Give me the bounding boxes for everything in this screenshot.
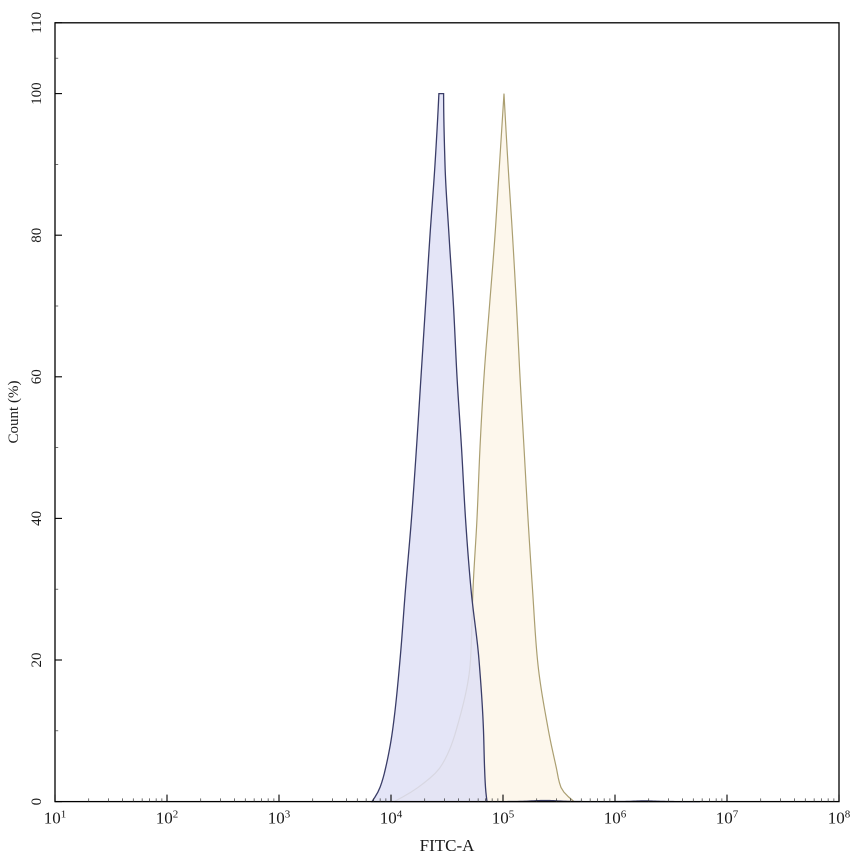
- svg-text:106: 106: [604, 809, 627, 828]
- svg-text:100: 100: [29, 82, 45, 105]
- svg-text:102: 102: [156, 809, 179, 828]
- svg-text:110: 110: [29, 12, 45, 34]
- svg-text:40: 40: [29, 511, 45, 526]
- svg-text:105: 105: [492, 809, 515, 828]
- svg-text:Count (%): Count (%): [6, 381, 22, 444]
- svg-text:108: 108: [828, 809, 851, 828]
- svg-text:80: 80: [29, 228, 45, 243]
- svg-text:20: 20: [29, 653, 45, 668]
- svg-text:107: 107: [716, 809, 739, 828]
- svg-text:104: 104: [380, 809, 403, 828]
- svg-text:103: 103: [268, 809, 291, 828]
- svg-text:FITC-A: FITC-A: [420, 836, 476, 855]
- svg-text:60: 60: [29, 369, 45, 384]
- svg-text:0: 0: [29, 798, 45, 806]
- svg-text:101: 101: [44, 809, 67, 828]
